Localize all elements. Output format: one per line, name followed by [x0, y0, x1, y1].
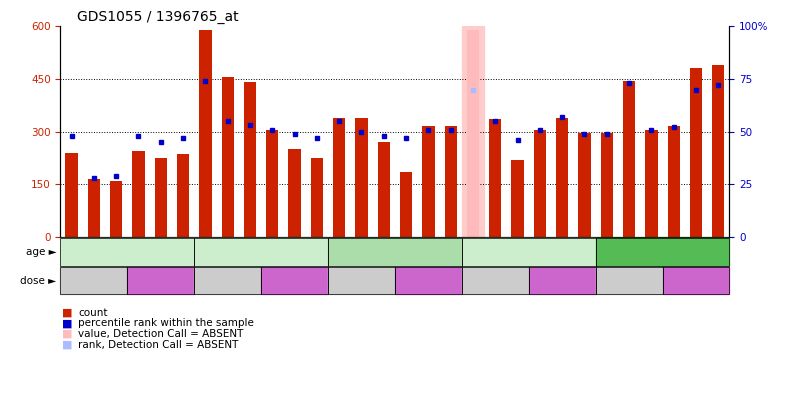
Bar	[600, 133, 613, 237]
Bar	[422, 126, 434, 237]
Bar	[155, 158, 167, 237]
Bar	[266, 130, 278, 237]
Bar	[623, 81, 635, 237]
Text: dose ►: dose ►	[20, 276, 56, 286]
Text: value, Detection Call = ABSENT: value, Detection Call = ABSENT	[78, 329, 243, 339]
Bar	[667, 126, 679, 237]
Text: low iron: low iron	[75, 276, 113, 286]
Bar	[646, 130, 658, 237]
Text: high iron: high iron	[139, 276, 182, 286]
Bar	[132, 151, 144, 237]
Text: rank, Detection Call = ABSENT: rank, Detection Call = ABSENT	[78, 340, 239, 350]
Bar	[199, 30, 211, 237]
Bar	[244, 83, 256, 237]
Text: low iron: low iron	[476, 276, 514, 286]
Bar	[88, 179, 100, 237]
Text: low iron: low iron	[343, 276, 380, 286]
Text: 12 wk: 12 wk	[512, 247, 546, 257]
Text: GDS1055 / 1396765_at: GDS1055 / 1396765_at	[77, 10, 239, 24]
Text: percentile rank within the sample: percentile rank within the sample	[78, 318, 254, 328]
Bar	[467, 30, 479, 237]
Bar	[489, 119, 501, 237]
Text: ■: ■	[62, 329, 73, 339]
Text: low iron: low iron	[209, 276, 247, 286]
Bar	[378, 142, 390, 237]
Text: age ►: age ►	[26, 247, 56, 257]
Bar	[462, 26, 484, 237]
Text: ■: ■	[62, 308, 73, 318]
Text: 21 d: 21 d	[249, 247, 273, 257]
Bar	[222, 77, 234, 237]
Text: 6 wk: 6 wk	[382, 247, 408, 257]
Text: high iron: high iron	[675, 276, 717, 286]
Bar	[690, 68, 702, 237]
Bar	[445, 126, 457, 237]
Bar	[579, 133, 591, 237]
Text: count: count	[78, 308, 108, 318]
Bar	[512, 160, 524, 237]
Bar	[713, 65, 725, 237]
Bar	[534, 130, 546, 237]
Text: high iron: high iron	[273, 276, 316, 286]
Text: ■: ■	[62, 340, 73, 350]
Bar	[311, 158, 323, 237]
Bar	[355, 117, 368, 237]
Text: ■: ■	[62, 318, 73, 328]
Bar	[110, 181, 123, 237]
Bar	[177, 154, 189, 237]
Text: high iron: high iron	[407, 276, 450, 286]
Bar	[333, 117, 345, 237]
Bar	[556, 117, 568, 237]
Bar	[400, 172, 412, 237]
Bar	[289, 149, 301, 237]
Bar	[65, 153, 77, 237]
Text: 36 wk: 36 wk	[646, 247, 679, 257]
Text: low iron: low iron	[610, 276, 648, 286]
Text: high iron: high iron	[541, 276, 584, 286]
Text: 8 d: 8 d	[118, 247, 136, 257]
